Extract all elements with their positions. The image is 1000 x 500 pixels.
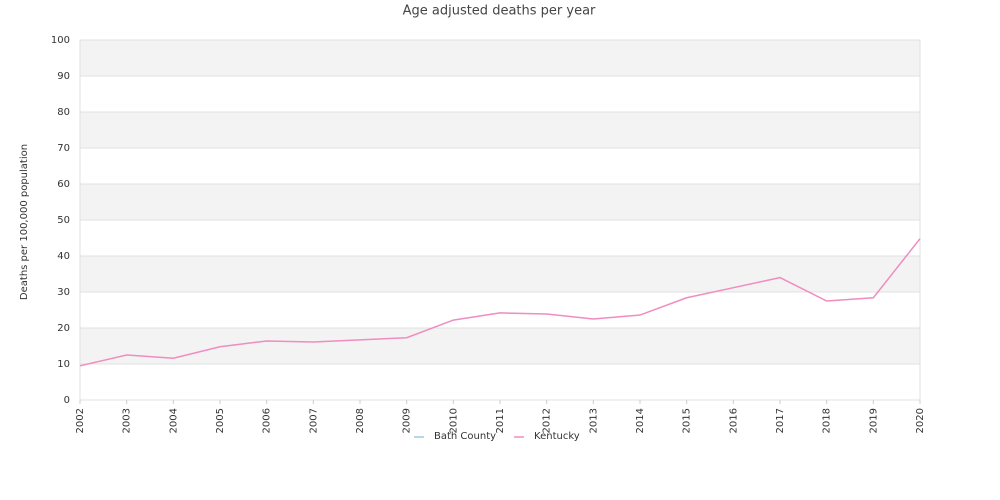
y-tick-label: 100 <box>51 35 70 46</box>
x-tick-label: 2015 <box>682 408 693 433</box>
y-tick-label: 60 <box>57 179 70 190</box>
x-tick-label: 2013 <box>588 408 599 433</box>
x-tick-label: 2005 <box>215 408 226 433</box>
legend-label: Bath County <box>434 431 496 442</box>
chart-title: Age adjusted deaths per year <box>403 4 596 19</box>
x-tick-label: 2012 <box>542 408 553 433</box>
y-tick-label: 50 <box>57 215 70 226</box>
y-axis-label: Deaths per 100,000 population <box>19 144 30 300</box>
plot-band <box>80 328 920 364</box>
y-tick-label: 30 <box>57 287 70 298</box>
y-tick-label: 0 <box>64 395 70 406</box>
x-tick-label: 2011 <box>495 408 506 433</box>
x-tick-label: 2017 <box>775 408 786 433</box>
x-tick-label: 2006 <box>262 408 273 433</box>
x-tick-label: 2007 <box>308 408 319 433</box>
x-tick-label: 2018 <box>822 408 833 433</box>
x-tick-label: 2016 <box>728 408 739 433</box>
plot-band <box>80 256 920 292</box>
plot-band <box>80 184 920 220</box>
y-tick-label: 40 <box>57 251 70 262</box>
series-line <box>79 238 921 367</box>
x-tick-label: 2004 <box>168 408 179 433</box>
x-tick-label: 2020 <box>915 408 926 433</box>
x-tick-label: 2008 <box>355 408 366 433</box>
legend: Bath County Kentucky <box>414 431 580 442</box>
legend-label: Kentucky <box>534 431 580 442</box>
x-tick-label: 2009 <box>402 408 413 433</box>
x-tick-label: 2010 <box>448 408 459 433</box>
x-tick-label: 2019 <box>868 408 879 433</box>
y-tick-label: 20 <box>57 323 70 334</box>
x-tick-label: 2003 <box>122 408 133 433</box>
y-tick-label: 80 <box>57 107 70 118</box>
y-tick-label: 90 <box>57 71 70 82</box>
plot-band <box>80 40 920 76</box>
y-tick-label: 70 <box>57 143 70 154</box>
plot-band <box>80 112 920 148</box>
x-tick-label: 2014 <box>635 408 646 433</box>
x-tick-label: 2002 <box>75 408 86 433</box>
y-tick-label: 10 <box>57 359 70 370</box>
